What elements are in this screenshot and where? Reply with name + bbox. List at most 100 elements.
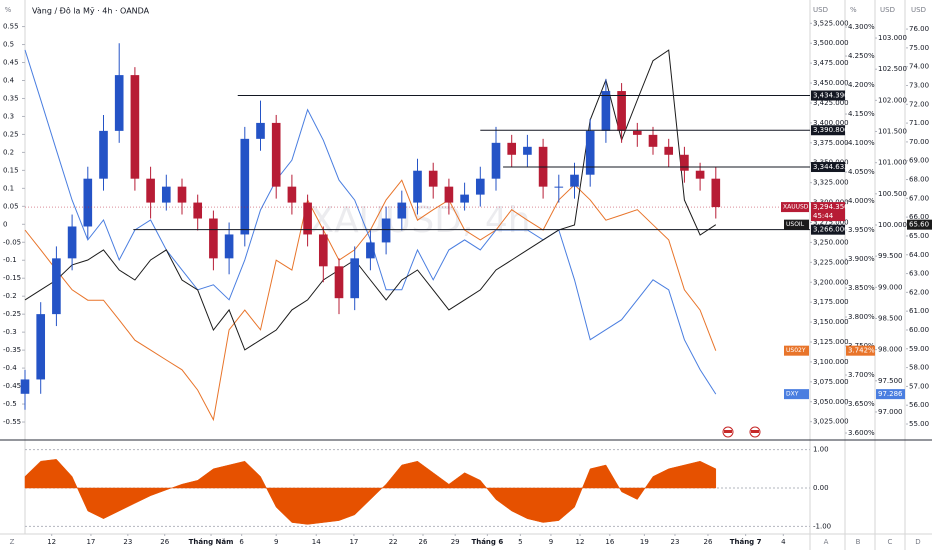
last-price-label: 3,294.350	[813, 203, 849, 211]
axis-letter: A	[824, 538, 829, 546]
left-tick-label: -0.45	[3, 382, 21, 390]
candle-body	[83, 178, 93, 227]
series-tick-label: 103.000	[878, 34, 907, 42]
price-tick-label: 3,375.000	[813, 139, 849, 147]
level-label: 3,344.633	[813, 163, 849, 171]
candle-body	[366, 242, 375, 259]
axis-letter: Z	[10, 538, 15, 546]
candle-body	[318, 234, 328, 267]
candle-body	[350, 258, 360, 299]
value-tag	[876, 389, 905, 400]
price-tick-label: 3,450.000	[813, 79, 849, 87]
left-tick-label: -0.15	[3, 274, 21, 282]
candle-body	[523, 146, 532, 155]
series-tick-label: 62.00	[909, 288, 929, 296]
candle-body	[585, 130, 595, 175]
series-tick-label: 68.00	[909, 176, 929, 184]
axis-letter: B	[856, 538, 861, 546]
x-tick-label: 26	[160, 538, 169, 546]
x-tick-label: 9	[549, 538, 553, 546]
x-tick-label: 23	[123, 538, 132, 546]
series-tick-label: 4.300%	[848, 23, 875, 31]
series-tick-label: 65.00	[909, 232, 929, 240]
candle-body	[413, 170, 422, 203]
series-tick-label: 98.000	[878, 346, 903, 354]
left-tick-label: 0.1	[3, 184, 14, 192]
series-tick-label: 3.650%	[848, 400, 875, 408]
series-axis-title: USD	[880, 6, 895, 14]
x-tick-label: 17	[349, 538, 358, 546]
axis-letter: C	[888, 538, 893, 546]
series-tick-label: 99.500	[878, 252, 903, 260]
candle-body	[287, 186, 297, 203]
series-tick-label: 60.00	[909, 326, 929, 334]
series-tick-label: 4.050%	[848, 168, 875, 176]
candle-body	[130, 75, 140, 179]
name-tag	[784, 389, 809, 400]
candle-body	[334, 266, 344, 299]
candle-body	[680, 154, 689, 171]
level-label: 3,434.396	[813, 92, 849, 100]
axis-letter: D	[915, 538, 920, 546]
series-tick-label: 99.000	[878, 283, 903, 291]
series-tick-label: 72.00	[909, 100, 929, 108]
price-tick-label: 3,525.000	[813, 19, 849, 27]
candle-body	[224, 234, 234, 259]
x-tick-label: Tháng 7	[730, 538, 762, 546]
left-tick-label: -0.25	[3, 310, 21, 318]
price-tick-label: 3,400.000	[813, 119, 849, 127]
candle-body	[632, 130, 642, 135]
candle-body	[177, 186, 187, 203]
price-tick-label: 3,475.000	[813, 59, 849, 67]
value-tag-label: 65.60	[909, 221, 929, 229]
value-tag-label: 97.286	[878, 390, 903, 398]
x-tick-label: 29	[451, 538, 460, 546]
x-tick-label: 6	[239, 538, 244, 546]
series-tick-label: 4.150%	[848, 110, 875, 118]
price-tick-label: 3,150.000	[813, 318, 849, 326]
series-line	[24, 49, 717, 351]
name-tag	[784, 219, 809, 230]
left-tick-label: 0.55	[3, 23, 19, 31]
candle-body	[146, 178, 155, 203]
left-tick-label: -0.55	[3, 418, 21, 426]
candle-body	[648, 134, 658, 147]
name-tag	[781, 202, 809, 213]
candle-body	[695, 170, 705, 179]
series-tick-label: 97.000	[878, 408, 903, 416]
series-tick-label: 69.00	[909, 157, 929, 165]
x-tick-label: 12	[47, 538, 56, 546]
series-tick-label: 4.000%	[848, 197, 875, 205]
series-tick-label: 97.500	[878, 377, 903, 385]
left-tick-label: 0.3	[3, 112, 14, 120]
series-tick-label: 71.00	[909, 119, 929, 127]
level-tag	[811, 224, 845, 235]
x-tick-label: Tháng 6	[471, 538, 503, 546]
x-tick-label: 5	[518, 538, 522, 546]
series-tick-label: 100.000	[878, 221, 907, 229]
level-label: 3,266.000	[813, 226, 849, 234]
left-tick-label: 0.05	[3, 202, 19, 210]
countdown: 45:44	[813, 212, 834, 220]
left-tick-label: -0.3	[3, 328, 17, 336]
candle-body	[36, 314, 46, 380]
candle-body	[193, 202, 203, 219]
candle-body	[601, 91, 611, 131]
series-tick-label: 63.00	[909, 270, 929, 278]
series-tick-label: 67.00	[909, 194, 929, 202]
value-tag	[846, 345, 875, 356]
event-flag-stripe	[724, 430, 732, 433]
candle-body	[554, 186, 564, 188]
left-tick-label: 0	[3, 220, 7, 228]
osc-tick-label: 1.00	[813, 446, 829, 454]
series-axis-title: USD	[911, 6, 926, 14]
price-tick-label: 3,225.000	[813, 258, 849, 266]
x-tick-label: Tháng Năm	[189, 538, 234, 546]
candle-body	[491, 142, 501, 179]
x-tick-label: 26	[419, 538, 428, 546]
candle-body	[570, 174, 579, 187]
level-tag	[811, 162, 845, 173]
left-tick-label: -0.35	[3, 346, 21, 354]
